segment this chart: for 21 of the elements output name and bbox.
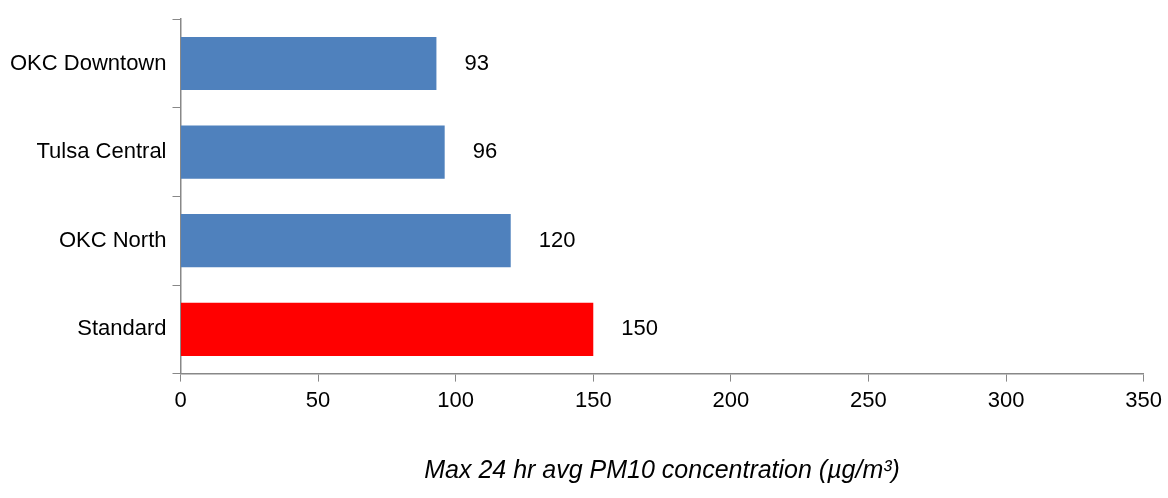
x-tick-label: 100: [437, 386, 475, 412]
y-tick-label: OKC North: [58, 226, 167, 252]
x-axis-title: Max 24 hr avg PM10 concentration (µg/m³): [424, 454, 900, 483]
data-label: 96: [472, 138, 498, 164]
data-label: 150: [621, 315, 658, 341]
x-tick-label: 300: [987, 386, 1025, 412]
y-tick-label: OKC Downtown: [9, 49, 167, 75]
data-label: 120: [538, 226, 576, 252]
bar: [181, 36, 437, 91]
x-tick-label: 0: [174, 386, 187, 412]
x-tick-label: 250: [850, 386, 887, 412]
bar: [181, 125, 445, 179]
x-tick-label: 350: [1125, 386, 1163, 412]
y-tick-label: Standard: [77, 315, 167, 341]
data-label: 93: [464, 49, 489, 75]
bar: [181, 302, 594, 356]
x-tick-label: 150: [574, 386, 612, 412]
bar: [181, 214, 511, 268]
y-tick-label: Tulsa Central: [36, 138, 167, 164]
x-tick-label: 50: [305, 386, 331, 412]
x-tick-label: 200: [712, 386, 750, 412]
